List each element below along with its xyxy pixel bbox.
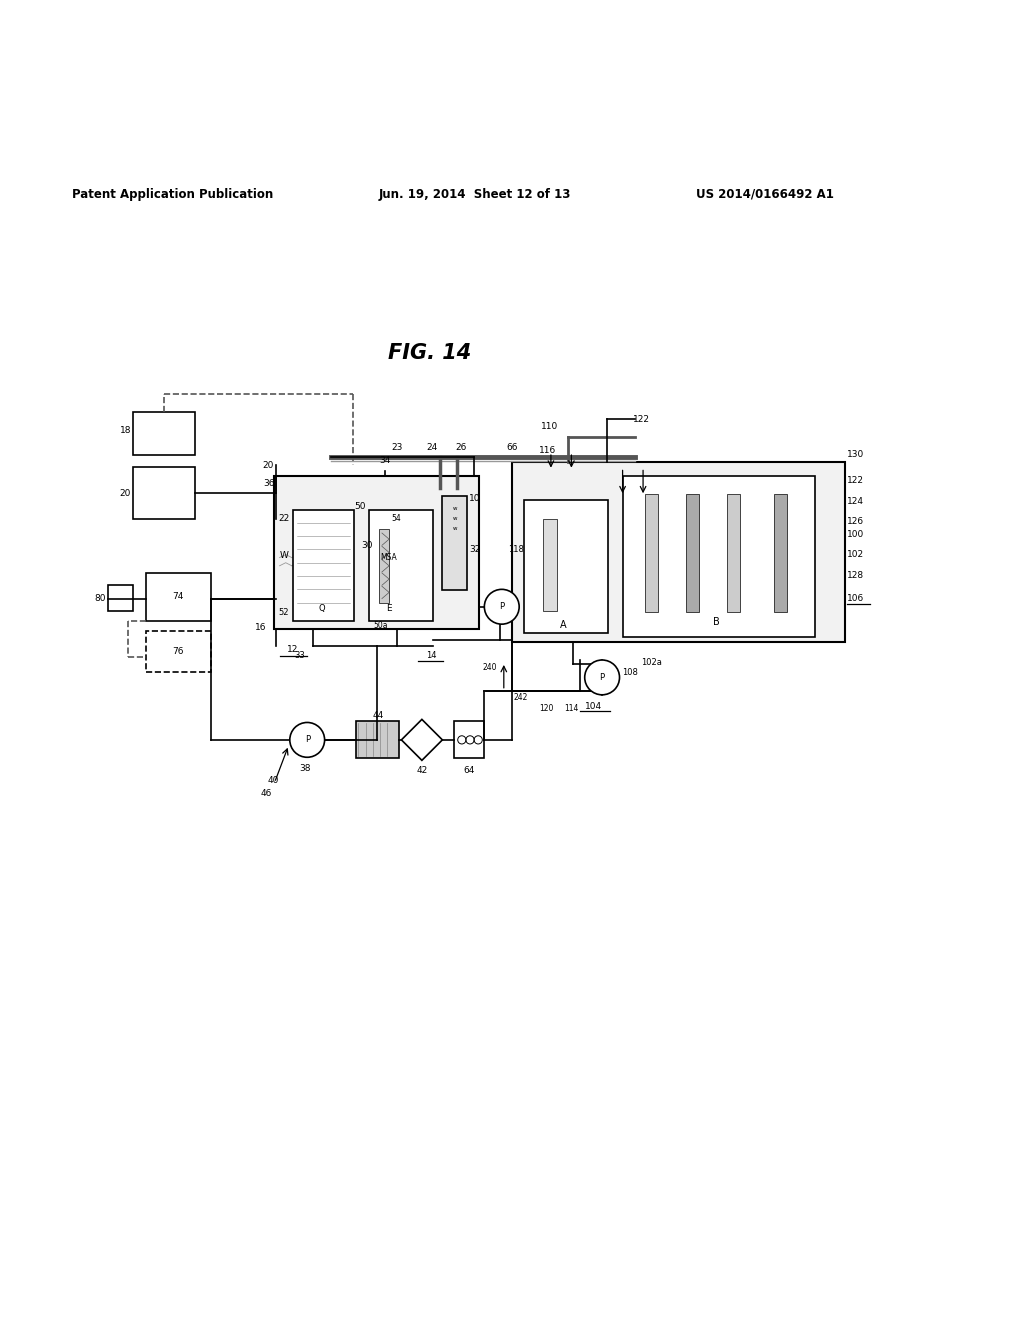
- Text: 80: 80: [94, 594, 105, 603]
- Bar: [379, 529, 389, 603]
- Text: 42: 42: [417, 766, 427, 775]
- Text: 12: 12: [287, 645, 299, 655]
- Text: 24: 24: [427, 442, 437, 451]
- Bar: [146, 573, 211, 622]
- Text: 130: 130: [847, 450, 864, 458]
- Text: 46: 46: [260, 788, 272, 797]
- Bar: [133, 467, 195, 519]
- Text: 30: 30: [360, 541, 373, 550]
- Text: 64: 64: [463, 766, 475, 775]
- Text: 102a: 102a: [641, 657, 662, 667]
- Text: MSA: MSA: [381, 553, 397, 562]
- Text: 114: 114: [564, 704, 579, 713]
- Text: 20: 20: [262, 461, 273, 470]
- Text: 18: 18: [120, 426, 131, 436]
- Text: 118: 118: [508, 545, 524, 554]
- Text: 242: 242: [513, 693, 527, 702]
- Bar: [645, 494, 658, 612]
- Text: 16: 16: [255, 623, 266, 632]
- Text: 102: 102: [847, 550, 864, 560]
- Text: Jun. 19, 2014  Sheet 12 of 13: Jun. 19, 2014 Sheet 12 of 13: [379, 187, 571, 201]
- Text: B: B: [714, 618, 720, 627]
- Bar: [512, 462, 845, 642]
- Text: 122: 122: [633, 414, 650, 424]
- Text: w: w: [453, 527, 457, 532]
- Bar: [442, 496, 467, 590]
- Text: 36: 36: [263, 479, 274, 488]
- Text: 108: 108: [623, 668, 639, 677]
- Text: w: w: [453, 506, 457, 511]
- Text: P: P: [499, 602, 505, 611]
- Text: 38: 38: [299, 764, 311, 774]
- Text: 100: 100: [847, 529, 864, 539]
- Text: 34: 34: [379, 455, 391, 465]
- Text: US 2014/0166492 A1: US 2014/0166492 A1: [696, 187, 835, 201]
- Circle shape: [484, 589, 519, 624]
- Circle shape: [585, 660, 620, 694]
- Text: 14: 14: [426, 651, 436, 660]
- Bar: [356, 722, 399, 758]
- Text: 124: 124: [847, 496, 864, 506]
- Bar: [133, 412, 195, 455]
- Text: 76: 76: [172, 647, 184, 656]
- Text: Patent Application Publication: Patent Application Publication: [72, 187, 273, 201]
- Text: 54: 54: [391, 515, 401, 523]
- Text: 106: 106: [847, 594, 864, 603]
- Text: 110: 110: [541, 422, 558, 432]
- Bar: [108, 585, 133, 611]
- Bar: [543, 519, 557, 611]
- Text: 26: 26: [455, 442, 467, 451]
- Bar: [454, 722, 484, 758]
- Text: P: P: [599, 673, 605, 682]
- Text: 23: 23: [391, 442, 403, 451]
- Text: 128: 128: [847, 570, 864, 579]
- Bar: [774, 494, 787, 612]
- Text: 20: 20: [120, 488, 131, 498]
- Text: Q: Q: [318, 605, 325, 614]
- Text: W: W: [280, 550, 289, 560]
- Text: A: A: [560, 620, 566, 630]
- Text: P: P: [304, 735, 310, 744]
- Bar: [293, 511, 354, 622]
- Text: 50: 50: [354, 502, 367, 511]
- Bar: [369, 511, 433, 622]
- Bar: [274, 475, 479, 630]
- Text: 10: 10: [469, 494, 480, 503]
- Bar: [623, 475, 815, 638]
- Text: 126: 126: [847, 517, 864, 527]
- Bar: [686, 494, 699, 612]
- Polygon shape: [401, 719, 442, 760]
- Text: 44: 44: [373, 710, 383, 719]
- Text: 50a: 50a: [374, 620, 388, 630]
- Text: FIG. 14: FIG. 14: [388, 343, 472, 363]
- Text: 240: 240: [482, 663, 497, 672]
- Text: E: E: [386, 605, 392, 614]
- Text: 122: 122: [847, 477, 864, 486]
- Text: 66: 66: [506, 442, 518, 451]
- Text: 52: 52: [279, 609, 289, 618]
- Circle shape: [290, 722, 325, 758]
- Text: 120: 120: [540, 704, 554, 713]
- Text: 116: 116: [540, 446, 556, 454]
- Text: 40: 40: [267, 776, 279, 785]
- Bar: [727, 494, 740, 612]
- Text: w: w: [453, 516, 457, 521]
- Text: 32: 32: [469, 545, 480, 554]
- Text: 104: 104: [586, 702, 602, 710]
- Bar: [524, 500, 608, 634]
- Text: 22: 22: [279, 515, 290, 523]
- Bar: [146, 631, 211, 672]
- Text: 33: 33: [295, 651, 305, 660]
- Text: 74: 74: [172, 591, 184, 601]
